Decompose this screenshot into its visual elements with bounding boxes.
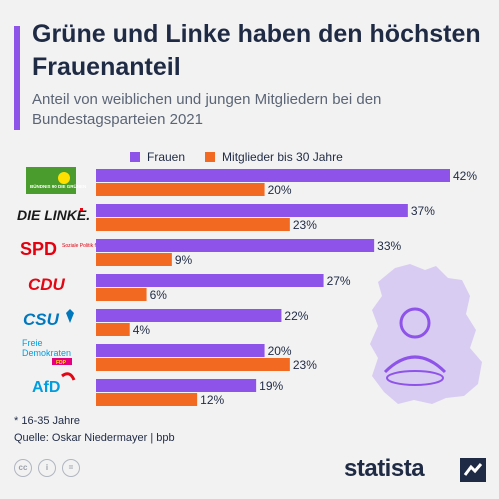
- logo-csu: CSU: [23, 309, 74, 329]
- logo-spd-subtext: Soziale Politik für Dich: [62, 243, 112, 249]
- woman-base-icon: [386, 370, 444, 386]
- legend-item-frauen: Frauen: [130, 150, 185, 164]
- title-accent-bar: [14, 26, 20, 130]
- bar-label-jung-2: 9%: [175, 253, 193, 267]
- bar-label-frauen-0: 42%: [453, 169, 477, 183]
- bar-label-frauen-4: 22%: [284, 309, 308, 323]
- bar-label-frauen-1: 37%: [411, 204, 435, 218]
- bar-frauen-1: [96, 204, 408, 217]
- bar-jung-3: [96, 288, 147, 301]
- logo-fdp-text-3: FDP: [56, 360, 67, 366]
- bar-jung-0: [96, 183, 265, 196]
- woman-body-icon: [383, 355, 447, 374]
- logo-spd-text: SPD: [20, 239, 57, 259]
- legend-swatch-jung: [205, 152, 216, 162]
- bar-label-jung-6: 12%: [200, 393, 224, 407]
- logo-csu-text: CSU: [23, 310, 60, 329]
- statista-mark-icon: [460, 458, 486, 482]
- logo-cdu: CDU: [28, 275, 66, 294]
- woman-head-icon: [399, 307, 431, 339]
- bar-label-frauen-6: 19%: [259, 379, 283, 393]
- logo-afd-text: AfD: [32, 379, 60, 396]
- bar-jung-1: [96, 218, 290, 231]
- logo-fdp: Freie Demokraten FDP: [22, 338, 72, 366]
- sunflower-icon: [58, 172, 70, 184]
- logo-fdp-text-1: Freie: [22, 338, 43, 348]
- logo-gruene: BÜNDNIS 90 DIE GRÜNEN: [26, 167, 86, 194]
- footnote-source: Quelle: Oskar Niedermayer | bpb: [14, 432, 175, 444]
- logo-spd: SPD Soziale Politik für Dich: [20, 239, 112, 259]
- logo-afd: AfD: [32, 372, 76, 396]
- license-icons: cc i =: [14, 459, 86, 477]
- bar-frauen-6: [96, 379, 257, 392]
- lion-icon: [66, 309, 74, 323]
- legend-label-frauen: Frauen: [147, 150, 186, 164]
- logo-linke: DIE LINKE.: [17, 207, 90, 223]
- bar-label-frauen-3: 27%: [327, 274, 351, 288]
- legend-swatch-frauen: [130, 152, 140, 162]
- bar-label-jung-5: 23%: [293, 358, 317, 372]
- logo-fdp-text-2: Demokraten: [22, 348, 71, 358]
- bar-label-frauen-5: 20%: [268, 344, 292, 358]
- legend: Frauen Mitglieder bis 30 Jahre: [130, 149, 363, 165]
- bar-frauen-4: [96, 309, 282, 322]
- cc-icon[interactable]: cc: [14, 459, 32, 477]
- bars-group: 42%20%37%23%33%9%27%6%22%4%20%23%19%12%: [96, 169, 477, 407]
- arrow-icon: [61, 372, 76, 381]
- bar-frauen-5: [96, 344, 265, 357]
- bar-label-jung-3: 6%: [150, 288, 168, 302]
- bar-frauen-0: [96, 169, 450, 182]
- legend-item-jung: Mitglieder bis 30 Jahre: [205, 150, 343, 164]
- equals-icon[interactable]: =: [62, 459, 80, 477]
- bar-frauen-3: [96, 274, 324, 287]
- bar-jung-6: [96, 393, 198, 406]
- bar-jung-5: [96, 358, 290, 371]
- bar-label-jung-4: 4%: [133, 323, 151, 337]
- bar-label-frauen-2: 33%: [377, 239, 401, 253]
- person-icon[interactable]: i: [38, 459, 56, 477]
- logo-gruene-text: BÜNDNIS 90 DIE GRÜNEN: [30, 183, 86, 189]
- bar-frauen-2: [96, 239, 375, 252]
- logo-linke-text: DIE LINKE.: [17, 207, 90, 223]
- footnote: * 16-35 Jahre Quelle: Oskar Niedermayer …: [14, 413, 175, 447]
- brand-logo[interactable]: statista: [344, 455, 425, 482]
- bar-label-jung-0: 20%: [268, 183, 292, 197]
- bar-jung-4: [96, 323, 130, 336]
- chart-subtitle: Anteil von weiblichen und jungen Mitglie…: [32, 91, 382, 128]
- footnote-note: * 16-35 Jahre: [14, 415, 81, 427]
- bar-jung-2: [96, 253, 172, 266]
- legend-label-jung: Mitglieder bis 30 Jahre: [222, 150, 343, 164]
- chart-title: Grüne und Linke haben den höchsten Fraue…: [32, 20, 481, 81]
- logo-cdu-text: CDU: [28, 275, 66, 294]
- bar-label-jung-1: 23%: [293, 218, 317, 232]
- germany-map-icon: [370, 264, 482, 404]
